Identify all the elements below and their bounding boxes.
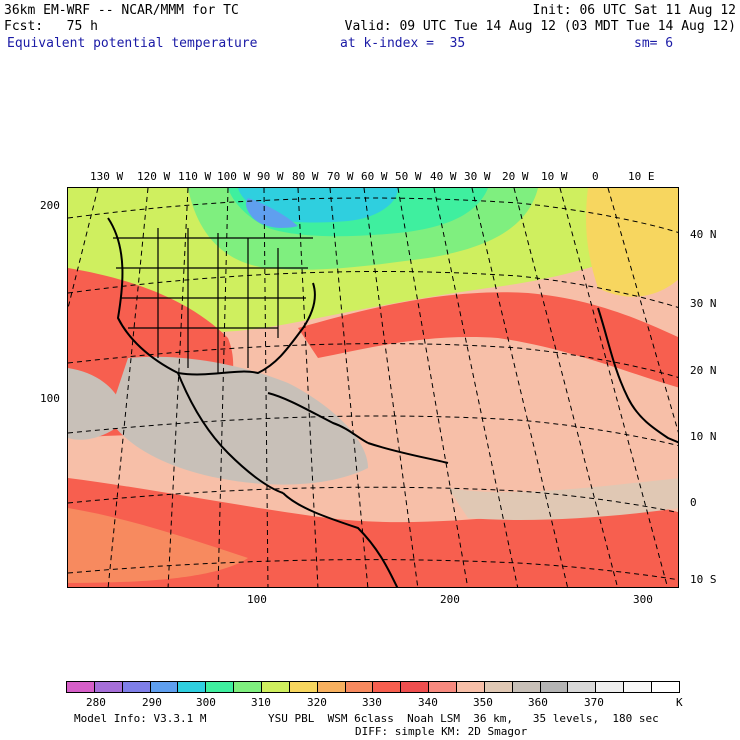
lon-label: 30 W	[464, 170, 491, 183]
legend-label: 340	[418, 696, 438, 709]
color-legend	[66, 681, 680, 693]
lon-label: 10 W	[541, 170, 568, 183]
legend-label: 350	[473, 696, 493, 709]
lat-label: 10 N	[690, 430, 717, 443]
smoothing-info: sm= 6	[634, 36, 674, 51]
legend-swatch	[624, 682, 653, 692]
lon-label: 130 W	[90, 170, 124, 183]
lon-label: 70 W	[327, 170, 354, 183]
lon-label: 90 W	[257, 170, 284, 183]
grid-label-y: 100	[40, 392, 60, 405]
legend-swatch	[568, 682, 597, 692]
legend-swatch	[178, 682, 207, 692]
lat-label: 20 N	[690, 364, 717, 377]
lon-label: 80 W	[292, 170, 319, 183]
lat-label: 30 N	[690, 297, 717, 310]
dynamics-info: DIFF: simple KM: 2D Smagor	[355, 725, 528, 738]
grid-label-x: 100	[247, 593, 267, 606]
lon-label: 50 W	[395, 170, 422, 183]
legend-swatch	[652, 682, 679, 692]
legend-swatch	[401, 682, 430, 692]
legend-label: 290	[142, 696, 162, 709]
legend-unit: K	[676, 696, 683, 709]
legend-swatch	[429, 682, 458, 692]
legend-label: 320	[307, 696, 327, 709]
legend-swatch	[262, 682, 290, 692]
legend-label: 330	[362, 696, 382, 709]
legend-swatch	[289, 682, 318, 692]
legend-swatch	[457, 682, 485, 692]
lon-label: 60 W	[361, 170, 388, 183]
valid-time: Valid: 09 UTC Tue 14 Aug 12 (03 MDT Tue …	[344, 19, 736, 34]
lon-label: 10 E	[628, 170, 655, 183]
legend-swatch	[317, 682, 346, 692]
legend-swatch	[345, 682, 374, 692]
legend-label: 280	[86, 696, 106, 709]
level-info: at k-index = 35	[340, 36, 466, 51]
lon-label: 40 W	[430, 170, 457, 183]
model-title: 36km EM-WRF -- NCAR/MMM for TC	[4, 3, 239, 18]
legend-swatch	[94, 682, 123, 692]
legend-swatch	[373, 682, 402, 692]
init-time: Init: 06 UTC Sat 11 Aug 12	[532, 3, 737, 18]
model-info: Model Info: V3.3.1 M	[74, 712, 207, 725]
legend-swatch	[67, 682, 95, 692]
legend-swatch	[484, 682, 513, 692]
lat-label: 40 N	[690, 228, 717, 241]
legend-swatch	[234, 682, 263, 692]
legend-swatch	[206, 682, 235, 692]
physics-info: YSU PBL WSM 6class Noah LSM 36 km, 35 le…	[268, 712, 659, 725]
forecast-hour: Fcst: 75 h	[4, 19, 98, 34]
grid-label-x: 300	[633, 593, 653, 606]
legend-swatch	[512, 682, 541, 692]
legend-swatch	[540, 682, 569, 692]
lon-label: 20 W	[502, 170, 529, 183]
lon-label: 100 W	[217, 170, 251, 183]
legend-label: 370	[584, 696, 604, 709]
grid-label-y: 200	[40, 199, 60, 212]
lat-label: 0	[690, 496, 697, 509]
legend-swatch	[150, 682, 179, 692]
legend-swatch	[122, 682, 151, 692]
legend-label: 310	[251, 696, 271, 709]
lon-label: 110 W	[178, 170, 212, 183]
lat-label: 10 S	[690, 573, 717, 586]
field-name: Equivalent potential temperature	[7, 36, 258, 51]
map-graphic	[68, 188, 678, 587]
lon-label: 0	[592, 170, 599, 183]
legend-swatch	[596, 682, 625, 692]
map-panel	[67, 187, 679, 588]
legend-label: 300	[196, 696, 216, 709]
lon-label: 120 W	[137, 170, 171, 183]
legend-label: 360	[528, 696, 548, 709]
grid-label-x: 200	[440, 593, 460, 606]
